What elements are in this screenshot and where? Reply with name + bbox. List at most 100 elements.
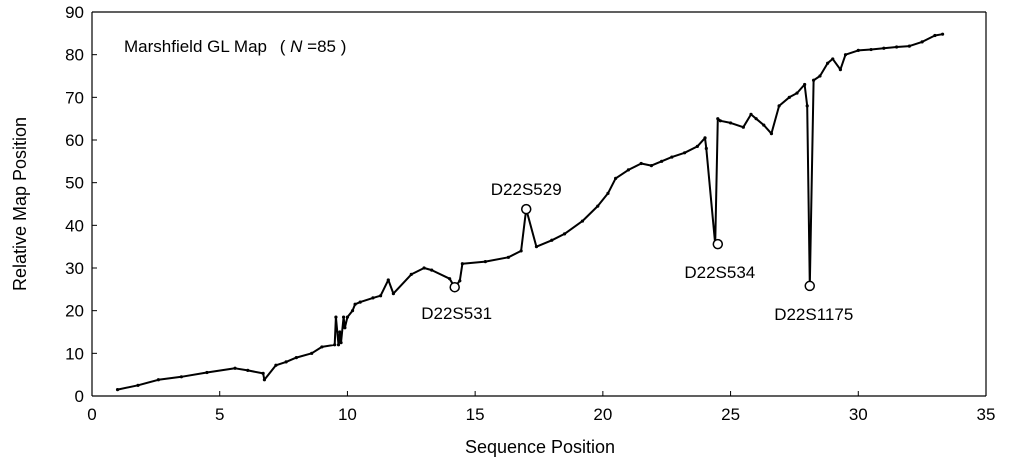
data-point bbox=[261, 371, 265, 375]
chart-title-paren-close: ) bbox=[341, 37, 347, 56]
data-point bbox=[580, 219, 585, 223]
marker-point bbox=[520, 203, 532, 215]
data-point bbox=[430, 268, 434, 272]
data-point bbox=[333, 343, 337, 347]
data-point bbox=[550, 238, 554, 242]
y-tick-label: 90 bbox=[65, 3, 84, 22]
data-point bbox=[920, 40, 924, 44]
y-tick-label: 20 bbox=[65, 302, 84, 321]
data-point bbox=[614, 176, 618, 180]
data-point bbox=[831, 57, 835, 61]
data-point bbox=[787, 95, 791, 99]
data-point bbox=[310, 351, 314, 355]
data-point bbox=[345, 315, 350, 319]
data-point bbox=[811, 78, 816, 82]
data-point bbox=[843, 53, 848, 57]
marker-point bbox=[712, 238, 724, 250]
data-point bbox=[895, 45, 899, 49]
data-point bbox=[882, 46, 886, 50]
x-tick-label: 20 bbox=[593, 405, 612, 424]
data-point bbox=[695, 144, 699, 148]
data-point bbox=[769, 132, 774, 136]
data-point bbox=[246, 368, 250, 372]
data-point bbox=[353, 302, 357, 306]
data-point bbox=[838, 68, 843, 72]
marker-label: D22S531 bbox=[421, 304, 492, 323]
x-axis-title: Sequence Position bbox=[465, 437, 615, 457]
data-point bbox=[670, 155, 674, 159]
data-point bbox=[284, 360, 288, 364]
y-tick-label: 60 bbox=[65, 131, 84, 150]
data-point bbox=[818, 74, 822, 78]
data-point bbox=[754, 117, 758, 121]
marker-label: D22S534 bbox=[684, 263, 755, 282]
marker-label: D22S529 bbox=[491, 180, 562, 199]
data-point bbox=[933, 33, 937, 38]
data-point bbox=[704, 146, 708, 151]
data-point bbox=[422, 266, 426, 270]
data-point bbox=[826, 61, 830, 65]
y-tick-label: 0 bbox=[75, 387, 84, 406]
y-tick-label: 10 bbox=[65, 344, 84, 363]
data-point bbox=[115, 388, 120, 392]
data-point bbox=[749, 112, 753, 116]
data-point bbox=[350, 309, 355, 313]
chart-title-paren-open: ( bbox=[280, 37, 286, 56]
data-point bbox=[320, 345, 324, 349]
data-point bbox=[336, 343, 341, 347]
data-point bbox=[805, 104, 809, 108]
data-point bbox=[205, 370, 209, 375]
data-point bbox=[386, 278, 390, 282]
data-point bbox=[940, 32, 945, 36]
data-point bbox=[795, 91, 799, 95]
data-point bbox=[338, 330, 342, 334]
x-tick-label: 15 bbox=[466, 405, 485, 424]
data-point bbox=[262, 378, 267, 382]
x-tick-label: 25 bbox=[721, 405, 740, 424]
data-point bbox=[907, 44, 911, 48]
data-point bbox=[341, 315, 346, 319]
data-point bbox=[156, 378, 161, 382]
data-point bbox=[460, 262, 464, 266]
y-tick-label: 70 bbox=[65, 88, 84, 107]
data-point bbox=[458, 279, 462, 283]
data-point bbox=[777, 104, 781, 108]
chart-title-n-symbol: N bbox=[290, 37, 303, 56]
series-layer bbox=[115, 32, 945, 392]
chart-title-main: Marshfield GL Map bbox=[124, 37, 267, 56]
y-axis-title: Relative Map Position bbox=[10, 117, 30, 291]
data-point bbox=[371, 296, 375, 300]
data-point bbox=[741, 125, 745, 129]
data-point bbox=[391, 292, 396, 296]
x-tick-label: 0 bbox=[87, 405, 96, 424]
x-tick-label: 5 bbox=[215, 405, 224, 424]
data-point bbox=[534, 245, 539, 249]
data-point bbox=[856, 48, 860, 53]
y-tick-label: 30 bbox=[65, 259, 84, 278]
data-point bbox=[606, 191, 610, 195]
data-point bbox=[716, 117, 720, 121]
x-ticks: 0 5 10 15 20 25 30 35 bbox=[87, 391, 995, 424]
data-point bbox=[803, 82, 807, 87]
data-point bbox=[506, 255, 510, 259]
data-point bbox=[869, 47, 873, 52]
data-point bbox=[274, 363, 278, 367]
data-point bbox=[703, 136, 707, 140]
data-point bbox=[358, 300, 362, 304]
y-tick-label: 50 bbox=[65, 174, 84, 193]
axes bbox=[91, 11, 987, 397]
data-point bbox=[379, 294, 383, 298]
chart-title-n-value: =85 bbox=[307, 37, 336, 56]
data-point bbox=[682, 151, 687, 155]
data-point bbox=[339, 341, 343, 345]
data-point bbox=[626, 168, 631, 172]
data-point bbox=[639, 161, 643, 166]
markers-layer: D22S531 D22S529 D22S534 D22S1175 bbox=[421, 180, 853, 324]
x-tick-label: 35 bbox=[977, 405, 996, 424]
data-point bbox=[343, 326, 347, 330]
data-point bbox=[448, 277, 452, 281]
data-point bbox=[179, 375, 183, 379]
marker-label: D22S1175 bbox=[774, 305, 853, 324]
data-point bbox=[562, 232, 567, 236]
